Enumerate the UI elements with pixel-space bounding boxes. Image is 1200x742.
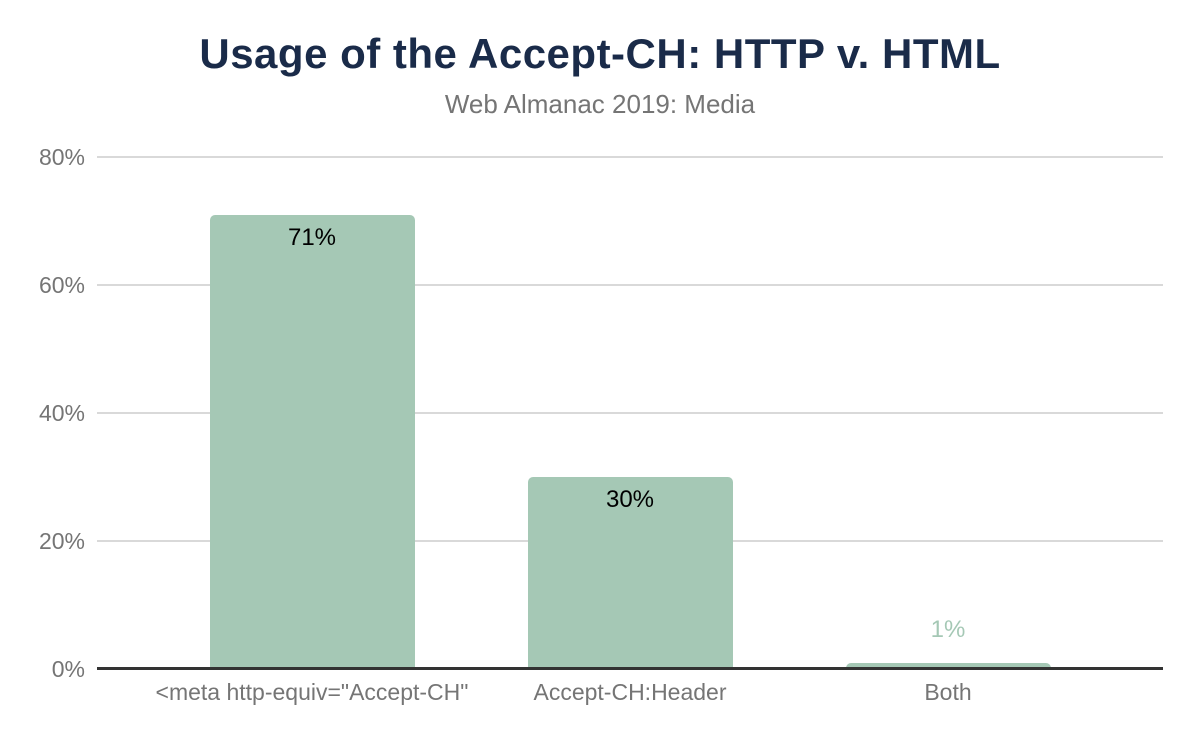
bar-1 xyxy=(209,214,415,669)
gridline-60% xyxy=(97,284,1163,286)
y-axis-tick-0%: 0% xyxy=(51,656,85,682)
bar-value-label-2: 30% xyxy=(605,486,655,513)
bar-value-label-1: 71% xyxy=(287,223,337,251)
chart-subtitle: Web Almanac 2019: Media xyxy=(444,89,756,119)
bar-3 xyxy=(845,662,1051,669)
y-axis-tick-40%: 40% xyxy=(38,400,85,426)
y-axis-tick-60%: 60% xyxy=(38,272,85,298)
x-axis-baseline xyxy=(97,667,1163,670)
bar-2 xyxy=(527,477,733,669)
bar-value-label-3: 1% xyxy=(930,615,966,643)
x-axis-category-label-2: Accept-CH:Header xyxy=(533,679,727,705)
gridline-40% xyxy=(97,412,1163,414)
y-axis-tick-20%: 20% xyxy=(38,528,85,554)
y-axis-tick-80%: 80% xyxy=(38,144,85,170)
bar-chart-plot-area: 0% 20% 40% 60% 80% 71% <meta http-equiv="Accep… xyxy=(39,144,1163,705)
x-axis-category-label-3: Both xyxy=(924,679,972,705)
gridline-80% xyxy=(97,156,1163,158)
x-axis-category-label-1: <meta http-equiv="Accept-CH" xyxy=(155,679,469,705)
chart-title: Usage of the Accept-CH: HTTP v. HTML xyxy=(199,30,1001,77)
